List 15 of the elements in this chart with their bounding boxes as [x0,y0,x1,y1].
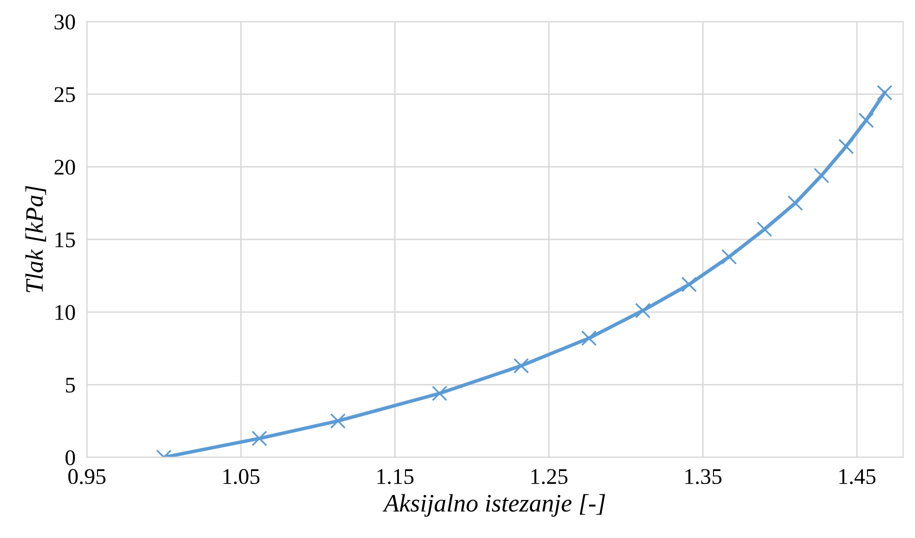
y-tick-label: 30 [54,14,75,30]
y-tick-label: 10 [56,304,75,320]
x-tick-label: 1.15 [377,469,414,484]
x-axis-title: Aksijalno istezanje [-] [382,494,605,517]
y-axis-title: Tlak [kPa] [25,186,46,292]
y-tick-label: 25 [54,87,75,102]
y-tick-label: 5 [66,378,75,393]
y-tick-label: 15 [56,232,75,248]
x-tick-label: 1.45 [839,469,876,484]
y-tick-label: 0 [66,450,75,466]
x-tick-label: 1.05 [223,469,260,484]
x-tick-label: 0.95 [68,469,106,484]
y-tick-label: 20 [54,160,75,175]
x-tick-label: 1.35 [685,469,722,484]
x-tick-label: 1.25 [531,469,568,484]
